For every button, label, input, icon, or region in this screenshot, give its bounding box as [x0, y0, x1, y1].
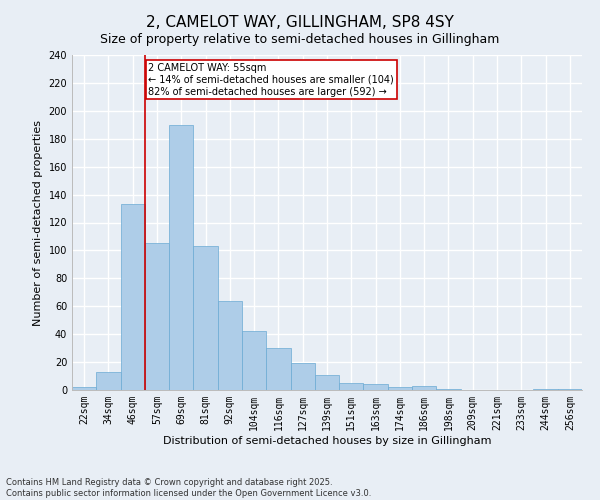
Bar: [533, 388, 558, 390]
Bar: [266, 348, 290, 390]
Bar: [218, 300, 242, 390]
Text: Size of property relative to semi-detached houses in Gillingham: Size of property relative to semi-detach…: [100, 32, 500, 46]
Bar: [121, 204, 145, 390]
Bar: [193, 246, 218, 390]
Bar: [169, 125, 193, 390]
Text: 2, CAMELOT WAY, GILLINGHAM, SP8 4SY: 2, CAMELOT WAY, GILLINGHAM, SP8 4SY: [146, 15, 454, 30]
Bar: [364, 384, 388, 390]
Bar: [72, 387, 96, 390]
Bar: [290, 364, 315, 390]
Bar: [242, 332, 266, 390]
Bar: [436, 388, 461, 390]
Bar: [96, 372, 121, 390]
X-axis label: Distribution of semi-detached houses by size in Gillingham: Distribution of semi-detached houses by …: [163, 436, 491, 446]
Bar: [315, 374, 339, 390]
Bar: [145, 244, 169, 390]
Text: 2 CAMELOT WAY: 55sqm
← 14% of semi-detached houses are smaller (104)
82% of semi: 2 CAMELOT WAY: 55sqm ← 14% of semi-detac…: [149, 64, 394, 96]
Y-axis label: Number of semi-detached properties: Number of semi-detached properties: [33, 120, 43, 326]
Bar: [412, 386, 436, 390]
Bar: [388, 387, 412, 390]
Bar: [558, 388, 582, 390]
Bar: [339, 383, 364, 390]
Text: Contains HM Land Registry data © Crown copyright and database right 2025.
Contai: Contains HM Land Registry data © Crown c…: [6, 478, 371, 498]
